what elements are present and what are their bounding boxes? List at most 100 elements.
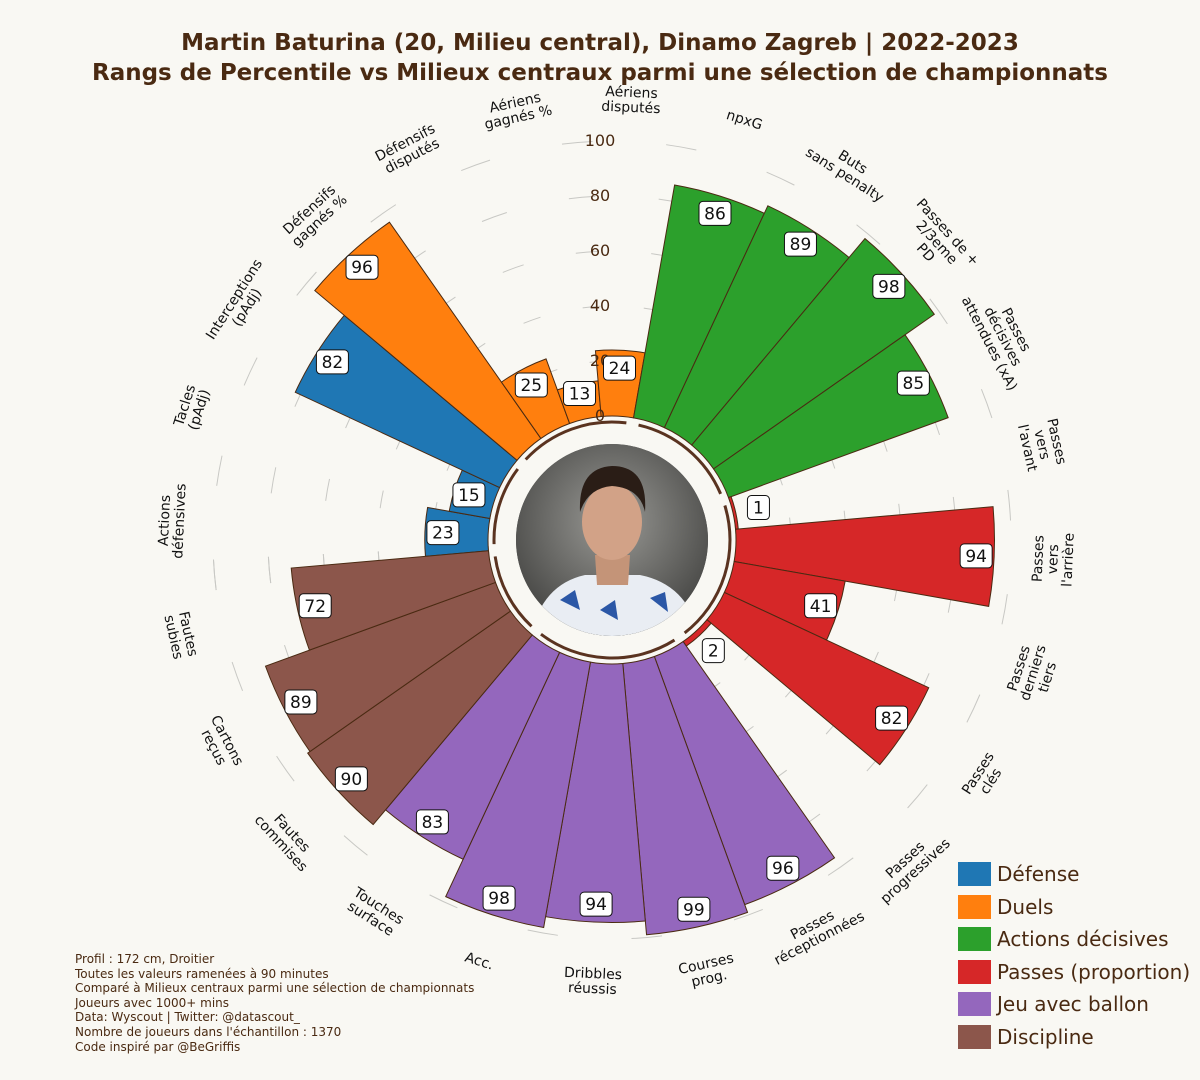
value-label-text: 82 — [881, 709, 903, 729]
value-label-box — [896, 370, 930, 396]
grid-arc — [666, 144, 697, 151]
legend-swatch — [958, 862, 991, 887]
value-label-box — [315, 349, 349, 375]
group-arc — [524, 420, 627, 461]
value-label-box — [959, 543, 993, 569]
grid-arc — [929, 298, 948, 325]
legend-label: Passes (proportion) — [997, 959, 1191, 984]
value-label-text: 98 — [878, 277, 900, 297]
grid-arc — [856, 224, 881, 245]
grid-arc — [270, 467, 277, 494]
value-label: 98 — [482, 885, 516, 911]
value-label-box — [746, 495, 770, 521]
group-arc — [638, 423, 723, 495]
grid-arc — [267, 556, 272, 584]
metric-label-line: npxG — [724, 107, 764, 133]
r-tick-label: 80 — [590, 186, 610, 205]
group-arc — [540, 633, 676, 660]
legend-item: Défense — [958, 858, 1190, 891]
grid-arc — [582, 305, 601, 309]
metric-label-line: vers — [1045, 544, 1062, 575]
value-label-text: 86 — [704, 204, 726, 224]
value-label-box — [766, 855, 800, 881]
title-line-1: Martin Baturina (20, Milieu central), Di… — [181, 30, 1019, 56]
value-label-text: 96 — [772, 859, 794, 879]
metric-label-line: Passes — [1030, 535, 1048, 583]
grid-arc — [216, 455, 223, 486]
grid-arc — [631, 935, 663, 940]
value-label-box — [875, 705, 909, 731]
value-label-box — [677, 896, 711, 922]
r-tick-label: 100 — [585, 131, 616, 150]
value-label-box — [603, 355, 637, 381]
chart-title: Martin Baturina (20, Milieu central), Di… — [0, 28, 1200, 88]
grid-arc — [379, 490, 384, 509]
bar — [545, 661, 646, 923]
footnote-line: Nombre de joueurs dans l'échantillon : 1… — [75, 1024, 342, 1039]
value-label: 96 — [766, 855, 800, 881]
grid-arc — [907, 784, 928, 809]
value-label-text: 25 — [520, 376, 542, 396]
value-label-box — [284, 689, 318, 715]
metric-label-line: Actions — [156, 495, 174, 547]
legend-label: Actions décisives — [997, 927, 1169, 952]
value-label-box — [482, 885, 516, 911]
value-label: 96 — [345, 254, 379, 280]
bar — [264, 581, 512, 753]
value-label-box — [345, 254, 379, 280]
footnotes: Profil : 172 cm, Droitier Toutes les vale… — [75, 952, 474, 1054]
legend-label: Défense — [997, 862, 1080, 887]
value-label-box — [804, 593, 838, 619]
legend-swatch — [958, 894, 991, 919]
footnote-line: Joueurs avec 1000+ mins — [75, 995, 230, 1010]
value-label: 83 — [415, 809, 449, 835]
value-label: 25 — [514, 372, 548, 398]
value-label-box — [334, 766, 368, 792]
footnote-line: Data: Wyscout | Twitter: @datascout_ — [75, 1010, 300, 1025]
value-label-box — [426, 520, 460, 546]
bar — [314, 221, 542, 461]
grid-arc — [243, 357, 258, 386]
grid-arc — [343, 835, 368, 856]
group-arc — [492, 468, 519, 545]
value-label-box — [298, 593, 332, 619]
value-label: 15 — [452, 482, 486, 508]
legend-item: Passes (proportion) — [958, 956, 1190, 989]
footnote-line: Code inspiré par @BeGriffis — [75, 1039, 241, 1054]
grid-arc — [370, 204, 397, 223]
value-label-box — [698, 200, 732, 226]
value-label-text: 94 — [585, 895, 607, 915]
legend-label: Jeu avec ballon — [997, 992, 1149, 1017]
value-label-text: 72 — [304, 597, 326, 617]
metric-label-line: l'arrière — [1059, 533, 1077, 588]
metric-label-line: vers — [1031, 428, 1053, 461]
player-photo — [516, 444, 708, 636]
value-label: 94 — [959, 543, 993, 569]
legend-swatch — [958, 959, 991, 984]
group-arc — [683, 505, 732, 635]
value-label-text: 83 — [422, 813, 444, 833]
grid-arc — [575, 250, 598, 254]
grid-arc — [827, 857, 854, 876]
value-label-text: 1 — [753, 499, 764, 519]
value-label-text: 99 — [683, 900, 705, 920]
value-label: 89 — [284, 689, 318, 715]
bar — [706, 591, 930, 766]
group-arc — [493, 556, 533, 628]
grid-arc — [561, 140, 593, 145]
metric-label-line: défensives — [170, 483, 189, 559]
legend-swatch — [958, 1024, 991, 1049]
